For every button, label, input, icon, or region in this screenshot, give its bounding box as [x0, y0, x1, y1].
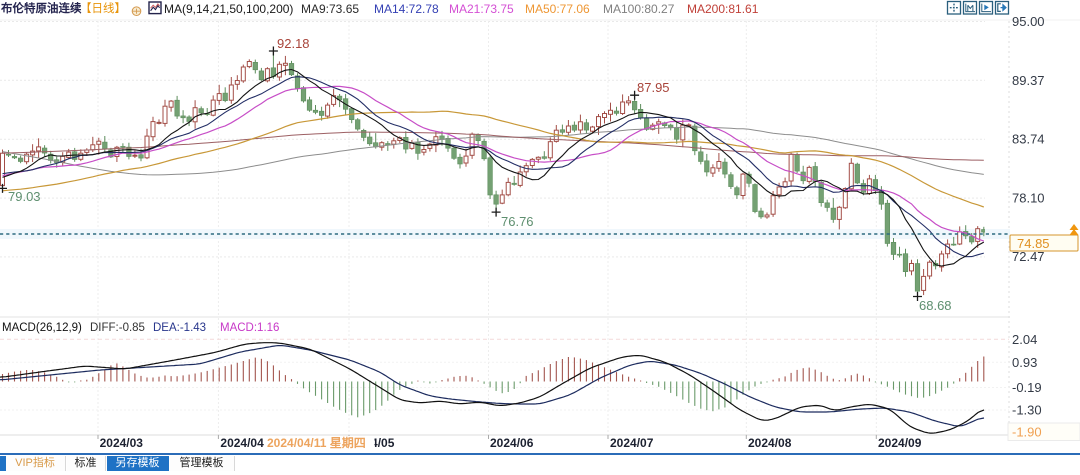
svg-text:74.85: 74.85 [1017, 236, 1050, 251]
svg-text:0.93: 0.93 [1012, 355, 1037, 370]
svg-text:83.74: 83.74 [1012, 132, 1045, 147]
svg-text:MACD(26,12,9): MACD(26,12,9) [2, 322, 82, 334]
svg-text:-1.30: -1.30 [1012, 403, 1042, 418]
svg-text:92.18: 92.18 [277, 36, 310, 51]
svg-text:87.95: 87.95 [637, 80, 670, 95]
svg-text:2024/04: 2024/04 [220, 436, 264, 450]
svg-text:DEA:-1.43: DEA:-1.43 [153, 322, 206, 334]
svg-text:2024/03: 2024/03 [100, 436, 144, 450]
svg-text:2024/06: 2024/06 [490, 436, 534, 450]
svg-text:2024/08: 2024/08 [748, 436, 792, 450]
svg-text:79.03: 79.03 [8, 189, 41, 204]
svg-text:-1.90: -1.90 [1012, 425, 1042, 440]
svg-text:2024/09: 2024/09 [878, 436, 922, 450]
svg-text:DIFF:-0.85: DIFF:-0.85 [90, 322, 145, 334]
svg-text:-0.19: -0.19 [1012, 380, 1042, 395]
svg-text:2024/04/11 星期四: 2024/04/11 星期四 [267, 435, 366, 450]
svg-text:72.47: 72.47 [1012, 249, 1045, 264]
svg-text:78.10: 78.10 [1012, 191, 1045, 206]
svg-text:89.37: 89.37 [1012, 73, 1045, 88]
svg-text:76.76: 76.76 [501, 214, 534, 229]
svg-text:68.68: 68.68 [919, 298, 952, 313]
svg-text:2.04: 2.04 [1012, 332, 1037, 347]
svg-text:2024/07: 2024/07 [610, 436, 654, 450]
svg-text:MACD:1.16: MACD:1.16 [220, 322, 279, 334]
svg-text:95.00: 95.00 [1012, 14, 1045, 29]
